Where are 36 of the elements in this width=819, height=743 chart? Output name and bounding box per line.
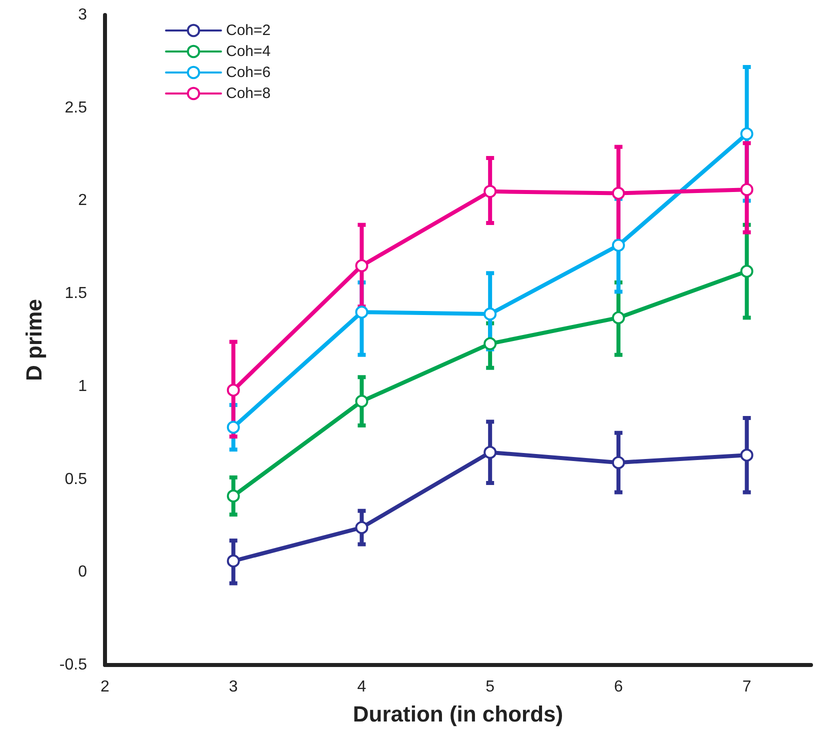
point [740, 127, 754, 140]
point [612, 456, 625, 470]
x-tick-label: 4 [357, 678, 366, 696]
x-tick-label: 5 [486, 678, 495, 696]
y-tick-label: 3 [78, 6, 88, 24]
y-tick-label: 1.5 [64, 285, 88, 302]
y-tick-label: 2 [78, 192, 88, 210]
y-tick-label: 2.5 [64, 99, 88, 116]
x-tick-label: 3 [228, 678, 238, 696]
point [226, 554, 240, 568]
point [740, 183, 754, 196]
y-tick-label: 0 [78, 564, 88, 581]
point [226, 490, 240, 502]
point [740, 264, 754, 278]
x-axis-title: Duration (in chords) [352, 702, 564, 726]
x-tick-label: 2 [100, 678, 110, 696]
x-tick-label: 7 [742, 678, 752, 696]
x-tick-label: 6 [614, 678, 623, 696]
y-tick-label: -0.5 [59, 656, 88, 674]
point [484, 308, 497, 320]
point [355, 259, 368, 272]
y-tick-label: 0.5 [64, 470, 88, 488]
y-axis-title: D prime [22, 299, 46, 381]
legend-label: Coh=6 [226, 64, 271, 81]
legend-label: Coh=8 [226, 85, 271, 102]
point [612, 311, 625, 324]
y-tick-label: 1 [78, 378, 88, 395]
point [226, 420, 240, 434]
point [355, 394, 368, 408]
point [226, 384, 240, 397]
point [484, 446, 497, 459]
legend-label: Coh=4 [226, 43, 271, 60]
point [355, 521, 368, 534]
point [484, 184, 497, 198]
point [740, 448, 754, 462]
legend-label: Coh=2 [226, 22, 271, 39]
